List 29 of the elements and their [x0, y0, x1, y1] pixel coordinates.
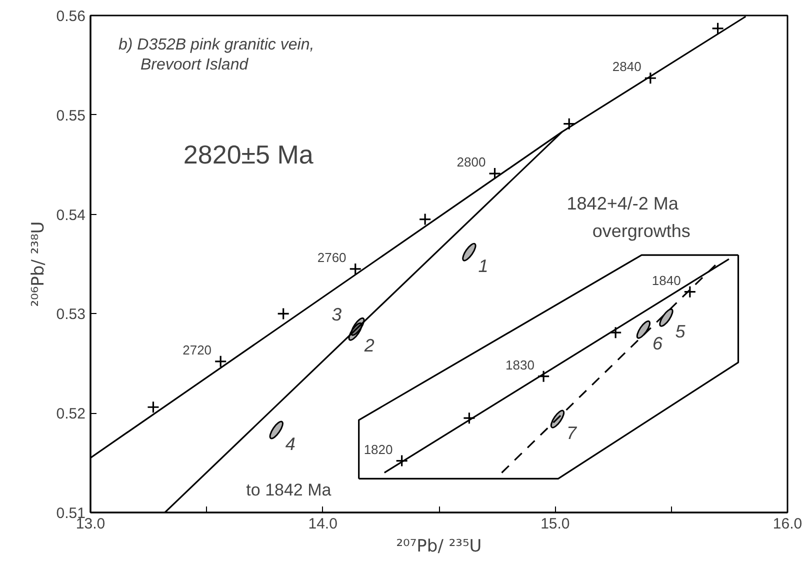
- annotation: 1840: [652, 272, 681, 288]
- y-axis-title: ²⁰⁶Pb/ ²³⁸U: [28, 221, 48, 307]
- annotation: to 1842 Ma: [246, 480, 332, 500]
- y-tick-label: 0.54: [56, 206, 86, 224]
- series-label: 1: [478, 256, 488, 276]
- x-axis-title: ²⁰⁷Pb/ ²³⁵U: [396, 536, 482, 556]
- annotation: 1820: [364, 442, 393, 457]
- series-label: 5: [675, 322, 686, 342]
- annotation: overgrowths: [592, 221, 690, 242]
- annotation: 1842+4/-2 Ma: [566, 193, 680, 214]
- y-tick-label: 0.55: [56, 107, 86, 124]
- series-label: 3: [332, 304, 342, 325]
- annotation: 2800: [456, 154, 486, 170]
- annotation: 2760: [317, 250, 346, 265]
- annotation: 2720: [182, 342, 212, 358]
- series-label: 7: [566, 423, 578, 444]
- series-label: 4: [285, 434, 296, 454]
- annotation: 2820±5 Ma: [183, 140, 314, 170]
- x-tick-label: 14.0: [308, 516, 338, 532]
- annotation: 1830: [506, 357, 534, 372]
- y-tick-label: 0.53: [56, 306, 86, 324]
- y-tick-label: 0.52: [56, 406, 86, 423]
- annotation: 2840: [612, 59, 642, 74]
- x-tick-label: 16.0: [772, 516, 802, 532]
- series-label: 6: [652, 334, 664, 354]
- series-label: 2: [363, 336, 374, 356]
- text: b) D352B pink granitic vein, Brevoort Island: [118, 36, 314, 74]
- y-tick-label: 0.56: [56, 8, 86, 25]
- x-tick-label: 15.0: [540, 516, 570, 532]
